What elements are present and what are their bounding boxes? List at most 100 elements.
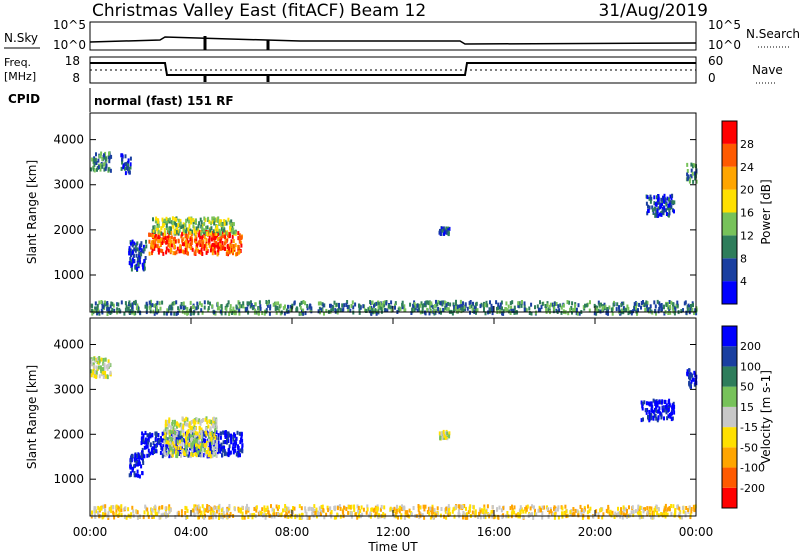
velocity-cell (188, 442, 191, 447)
velocity-cell (491, 505, 494, 509)
power-cell (221, 241, 224, 245)
power-cell (649, 194, 652, 199)
velocity-cell (440, 432, 443, 436)
power-cell (177, 218, 180, 223)
power-cell (161, 300, 164, 305)
power-cell (195, 237, 198, 242)
velocity-cell (657, 416, 660, 421)
velocity-cell (169, 429, 172, 434)
power-cell (371, 300, 374, 305)
power-cell (635, 302, 638, 307)
velocity-cell (207, 424, 210, 429)
velocity-cell (197, 439, 200, 444)
power-cell (430, 303, 433, 308)
power-cell (228, 233, 231, 238)
power-cell (139, 310, 141, 315)
velocity-cell (213, 416, 215, 421)
velocity-cell (314, 511, 317, 515)
velocity-colorbar-segment (722, 386, 737, 407)
power-cell (231, 311, 233, 315)
power-cell (157, 309, 160, 314)
power-cell (501, 306, 503, 311)
power-cell (455, 299, 457, 304)
power-cell (416, 308, 419, 313)
power-cell (662, 199, 665, 204)
power-cell (502, 311, 505, 316)
power-cell (228, 250, 231, 255)
power-cell (680, 309, 683, 314)
power-cell (132, 253, 135, 258)
power-cell (169, 227, 172, 231)
power-cell (127, 163, 129, 168)
power-cell (435, 308, 438, 313)
velocity-cell (156, 511, 159, 516)
power-cell (181, 238, 184, 243)
velocity-cell (195, 453, 198, 458)
velocity-cell (652, 409, 655, 414)
velocity-colorbar-segment (722, 427, 737, 448)
power-ytick-label: 2000 (53, 223, 84, 237)
power-cell (208, 241, 210, 246)
power-cell (686, 162, 689, 167)
velocity-cell (670, 511, 673, 516)
velocity-cell (169, 508, 172, 513)
power-cell (472, 301, 474, 306)
velocity-cell (179, 422, 182, 427)
velocity-cell (272, 512, 275, 517)
velocity-cell (448, 431, 451, 436)
power-cell (142, 265, 145, 270)
power-cell (644, 302, 647, 307)
power-cell (497, 302, 500, 307)
velocity-cell (639, 511, 642, 515)
power-cell (458, 307, 461, 312)
power-cell (135, 253, 138, 258)
power-cell (104, 300, 106, 305)
power-cell (206, 225, 209, 230)
power-cell (562, 303, 565, 308)
velocity-cell (196, 510, 199, 515)
power-cell (658, 212, 661, 217)
power-cell (240, 235, 243, 240)
velocity-cell (208, 515, 211, 520)
velocity-cell (161, 438, 163, 443)
power-cell (177, 231, 180, 236)
velocity-cell (146, 507, 149, 512)
power-cell (109, 168, 112, 173)
power-cell (456, 309, 458, 314)
velocity-cell (471, 510, 474, 515)
power-cell (537, 307, 540, 312)
power-cell (665, 212, 668, 216)
power-cell (693, 171, 696, 176)
velocity-cell (239, 453, 241, 458)
station-title: Christmas Valley East (fitACF) (92, 1, 345, 21)
velocity-cell (170, 444, 173, 449)
power-cell (121, 157, 124, 162)
velocity-cell (579, 504, 582, 509)
velocity-cell (576, 509, 579, 514)
velocity-cell (650, 416, 653, 421)
velocity-cell (426, 510, 429, 514)
velocity-cell (186, 450, 189, 455)
velocity-cell (171, 441, 174, 446)
velocity-cell (532, 515, 535, 520)
power-cell (194, 231, 197, 236)
velocity-cell (191, 435, 194, 439)
velocity-cell (226, 511, 229, 516)
velocity-cell (120, 513, 123, 518)
velocity-cell (262, 513, 264, 518)
velocity-cell (163, 440, 166, 445)
velocity-cell (131, 505, 134, 510)
velocity-cell (210, 515, 213, 520)
velocity-cell (102, 512, 104, 517)
velocity-cell (690, 507, 693, 511)
velocity-cell (198, 428, 201, 433)
power-cell (200, 220, 203, 225)
power-cell (129, 156, 132, 161)
power-cell (666, 206, 669, 211)
power-cell (430, 301, 433, 306)
power-cell (171, 221, 174, 226)
velocity-cell (176, 451, 179, 456)
velocity-cell (109, 363, 112, 368)
velocity-cell (467, 510, 470, 515)
